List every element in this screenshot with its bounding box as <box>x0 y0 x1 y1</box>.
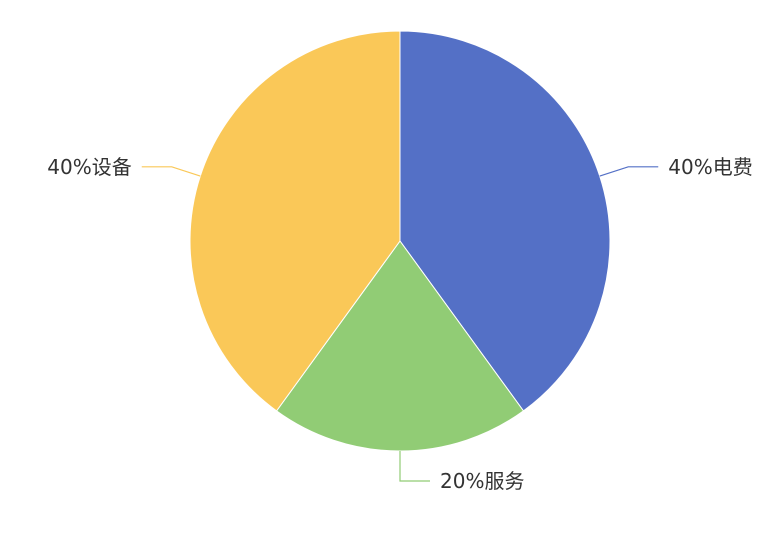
data-label-电费: 40%电费 <box>668 155 752 179</box>
data-label-服务: 20%服务 <box>440 469 524 493</box>
label-line-电费 <box>599 166 659 177</box>
label-line-设备 <box>141 166 201 177</box>
data-label-设备: 40%设备 <box>47 155 131 179</box>
label-line-服务 <box>399 451 430 482</box>
